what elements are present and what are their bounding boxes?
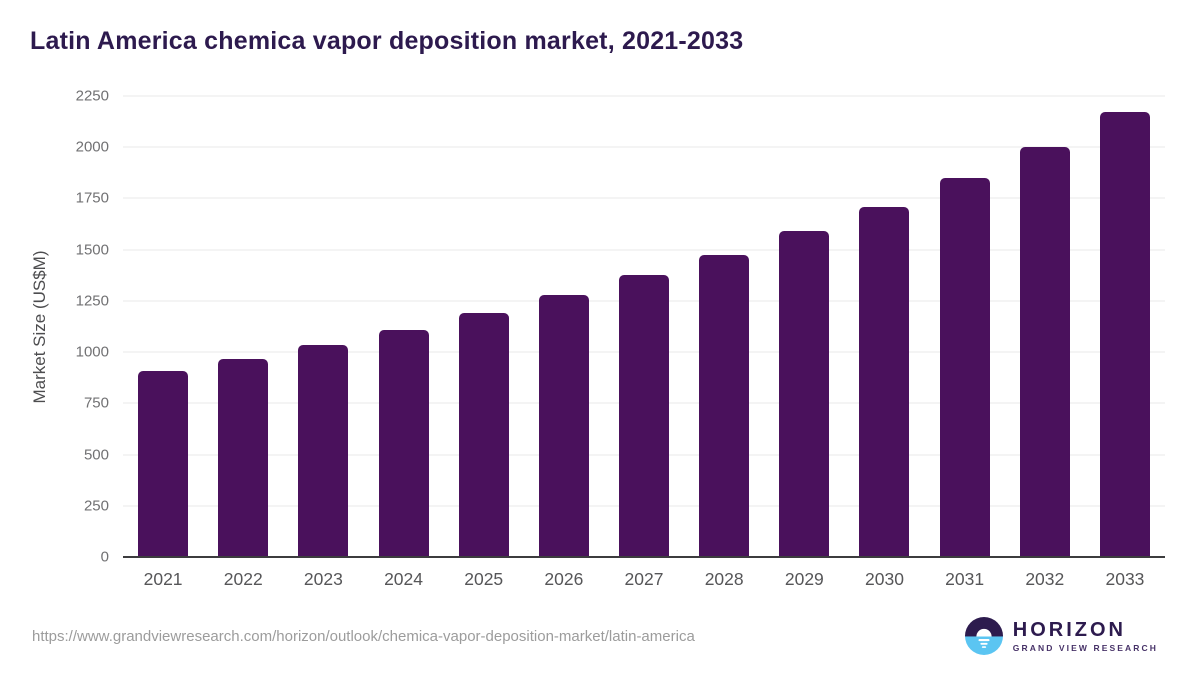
bar-2027 bbox=[619, 275, 670, 557]
bar-2033 bbox=[1099, 112, 1150, 557]
gridline-1750 bbox=[123, 197, 1165, 199]
y-tick-label-2000: 2000 bbox=[75, 138, 109, 156]
x-tick-label-2029: 2029 bbox=[784, 569, 824, 589]
bar-2029 bbox=[779, 231, 830, 557]
bar-slot-2032 bbox=[1005, 96, 1085, 557]
source-url: https://www.grandviewresearch.com/horizo… bbox=[32, 628, 695, 645]
bar-2026 bbox=[538, 294, 589, 557]
bar-slot-2029 bbox=[764, 96, 844, 557]
bar-slot-2031 bbox=[925, 96, 1005, 557]
x-tick-label-2028: 2028 bbox=[704, 569, 744, 589]
bar-2032 bbox=[1019, 147, 1070, 557]
bar-2030 bbox=[859, 206, 910, 557]
bar-slot-2025 bbox=[444, 96, 524, 557]
plot-area: 0 250 500 750 1000 1250 1500 1750 2000 2250 2021 2… bbox=[76, 88, 1165, 589]
bar-slot-2022 bbox=[203, 96, 283, 557]
bar-slot-2027 bbox=[604, 96, 684, 557]
x-tick-label-2022: 2022 bbox=[223, 569, 263, 589]
gridline-2250 bbox=[123, 95, 1165, 97]
bar-slot-2033 bbox=[1085, 96, 1165, 557]
x-tick-label-2032: 2032 bbox=[1025, 569, 1065, 589]
bar-2021 bbox=[138, 370, 189, 557]
y-tick-label-1000: 1000 bbox=[75, 343, 109, 361]
y-tick-label-250: 250 bbox=[83, 497, 109, 515]
brand-logo: HORIZON GRAND VIEW RESEARCH bbox=[964, 617, 1158, 655]
brand-subtitle: GRAND VIEW RESEARCH bbox=[1012, 642, 1158, 653]
bar-2022 bbox=[218, 358, 269, 557]
y-tick-label-2250: 2250 bbox=[75, 87, 109, 105]
brand-name: HORIZON bbox=[1012, 618, 1126, 641]
bars bbox=[123, 96, 1165, 557]
x-tick-label-2027: 2027 bbox=[624, 569, 664, 589]
bar-2031 bbox=[939, 177, 990, 557]
bar-2024 bbox=[378, 329, 429, 557]
x-axis-line bbox=[123, 556, 1165, 558]
x-tick-label-2030: 2030 bbox=[865, 569, 904, 589]
gridline-1500 bbox=[123, 249, 1165, 251]
bar-slot-2024 bbox=[363, 96, 443, 557]
y-axis-title: Market Size (US$M) bbox=[30, 250, 49, 404]
x-tick-label-2025: 2025 bbox=[464, 569, 504, 589]
bar-slot-2030 bbox=[844, 96, 924, 557]
chart-title: Latin America chemica vapor deposition m… bbox=[30, 27, 744, 55]
x-tick-label-2021: 2021 bbox=[143, 569, 183, 589]
horizon-sun-icon bbox=[964, 617, 1003, 655]
bar-2025 bbox=[458, 313, 509, 557]
bar-slot-2023 bbox=[283, 96, 363, 557]
y-tick-label-750: 750 bbox=[83, 394, 109, 412]
y-tick-label-500: 500 bbox=[83, 446, 109, 464]
y-tick-label-1250: 1250 bbox=[75, 292, 109, 310]
bar-slot-2028 bbox=[684, 96, 764, 557]
brand-logo-text: HORIZON GRAND VIEW RESEARCH bbox=[1012, 618, 1158, 653]
y-tick-label-0: 0 bbox=[100, 548, 109, 566]
x-tick-label-2024: 2024 bbox=[384, 569, 424, 589]
y-tick-label-1750: 1750 bbox=[75, 189, 109, 207]
x-tick-labels: 2021 2022 2023 2024 2025 2026 2027 2028 2029 2030… bbox=[123, 569, 1165, 590]
x-tick-label-2031: 2031 bbox=[945, 569, 985, 589]
bar-slot-2026 bbox=[524, 96, 604, 557]
x-tick-label-2026: 2026 bbox=[544, 569, 584, 589]
x-tick-label-2033: 2033 bbox=[1105, 569, 1145, 589]
bar-slot-2021 bbox=[123, 96, 203, 557]
bar-2028 bbox=[699, 254, 750, 557]
x-tick-label-2023: 2023 bbox=[303, 569, 343, 589]
bar-2023 bbox=[298, 344, 349, 557]
gridline-2000 bbox=[123, 146, 1165, 148]
y-tick-label-1500: 1500 bbox=[75, 241, 109, 259]
